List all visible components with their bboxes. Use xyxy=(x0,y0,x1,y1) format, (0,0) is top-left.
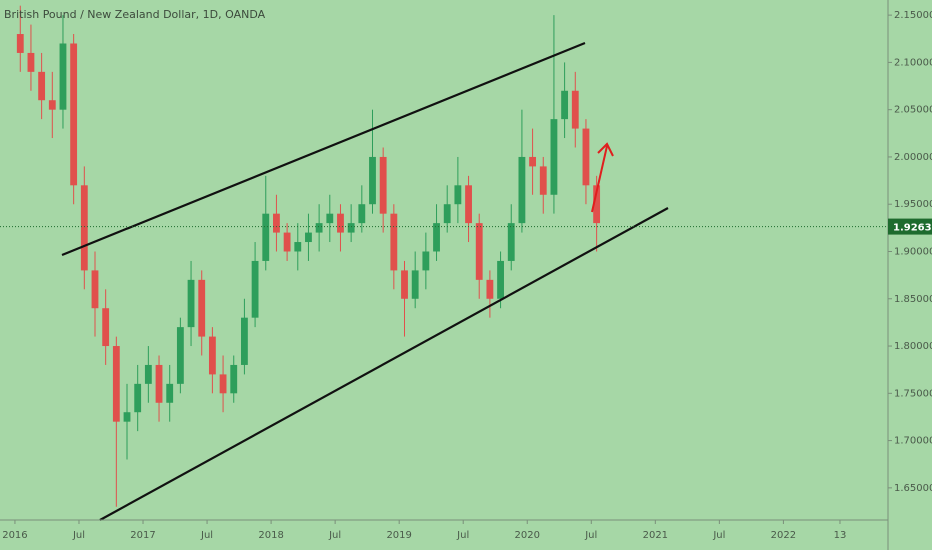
candle-body xyxy=(593,185,601,224)
x-tick-label: Jul xyxy=(456,530,469,541)
candle-body xyxy=(273,213,280,233)
candle-body xyxy=(475,223,483,280)
y-tick-label: 1.75000 xyxy=(894,388,932,399)
candle-body xyxy=(347,223,355,233)
last-price-label: 1.92634 xyxy=(893,223,932,234)
candle-body xyxy=(240,317,248,365)
candle-body xyxy=(294,242,302,252)
candle-body xyxy=(48,100,56,110)
x-tick-label: Jul xyxy=(328,530,341,541)
lower-trend-line xyxy=(99,207,669,521)
y-tick-label: 2.10000 xyxy=(894,57,932,68)
candle-body xyxy=(358,204,366,224)
candle-body xyxy=(16,34,24,53)
candle-body xyxy=(529,156,537,167)
candle-body xyxy=(38,71,46,101)
candle-body xyxy=(315,223,323,233)
candle-body xyxy=(144,364,152,384)
y-tick-label: 1.85000 xyxy=(894,294,932,305)
candle-body xyxy=(443,204,451,224)
x-tick-label: 2022 xyxy=(771,530,796,541)
candle-body xyxy=(59,43,67,110)
candle-body xyxy=(454,185,462,205)
candle-body xyxy=(91,270,99,309)
candle-body xyxy=(486,279,494,299)
chart-title: British Pound / New Zealand Dollar, 1D, … xyxy=(4,8,266,21)
x-tick-label: 2019 xyxy=(386,530,411,541)
last-price-box xyxy=(888,218,932,235)
y-tick-label: 1.80000 xyxy=(894,341,932,352)
candle-body xyxy=(550,119,558,195)
candle-body xyxy=(283,232,291,252)
candle-body xyxy=(422,251,430,271)
candle-body xyxy=(80,185,88,271)
candle-body xyxy=(208,336,216,375)
candle-body xyxy=(305,232,312,243)
candle-body xyxy=(379,156,387,214)
plot xyxy=(16,5,601,507)
x-tick-label: 2021 xyxy=(643,530,668,541)
x-tick-label: Jul xyxy=(72,530,85,541)
x-tick-label: 2020 xyxy=(515,530,540,541)
x-tick-label: Jul xyxy=(584,530,597,541)
candle-body xyxy=(230,364,238,394)
candle-body xyxy=(187,279,195,328)
candle-body xyxy=(198,279,206,337)
y-tick-label: 2.15000 xyxy=(894,10,932,21)
x-tick-label: Jul xyxy=(712,530,725,541)
candle-body xyxy=(401,270,408,299)
y-tick-label: 2.00000 xyxy=(894,152,932,163)
y-tick-label: 1.70000 xyxy=(894,436,932,447)
candle-body xyxy=(134,383,142,413)
candle-body xyxy=(582,128,590,186)
x-tick-label: 13 xyxy=(834,530,847,541)
candle-body xyxy=(166,383,174,403)
arrow xyxy=(591,142,614,213)
candle-body xyxy=(219,374,227,394)
candle-body xyxy=(411,270,419,299)
candle-body xyxy=(518,156,526,224)
candle-body xyxy=(539,166,547,195)
x-tick-label: 2018 xyxy=(258,530,283,541)
candle-body xyxy=(251,260,259,318)
candle-body xyxy=(571,90,579,129)
candle-body xyxy=(337,213,344,233)
candle-body xyxy=(390,213,398,271)
candle-body xyxy=(262,213,270,261)
candle-body xyxy=(123,412,131,422)
candle-body xyxy=(102,308,110,347)
candle-body xyxy=(112,346,120,422)
candle-body xyxy=(465,185,472,224)
y-tick-label: 2.05000 xyxy=(894,105,932,116)
y-tick-label: 1.95000 xyxy=(894,199,932,210)
x-tick-label: 2016 xyxy=(2,530,27,541)
candle-body xyxy=(497,260,504,299)
candle-body xyxy=(176,327,184,384)
candle-body xyxy=(433,223,440,252)
y-tick-label: 1.65000 xyxy=(894,483,932,494)
candle-body xyxy=(507,223,515,261)
candle-body xyxy=(155,364,163,403)
upper-trend-line xyxy=(61,41,586,257)
candle-body xyxy=(561,90,569,120)
candle-body xyxy=(27,52,35,72)
y-tick-label: 1.90000 xyxy=(894,246,932,257)
candle-body xyxy=(70,43,78,186)
candle-body xyxy=(326,213,334,224)
x-tick-label: 2017 xyxy=(130,530,155,541)
x-tick-label: Jul xyxy=(200,530,213,541)
candle-body xyxy=(369,156,376,205)
